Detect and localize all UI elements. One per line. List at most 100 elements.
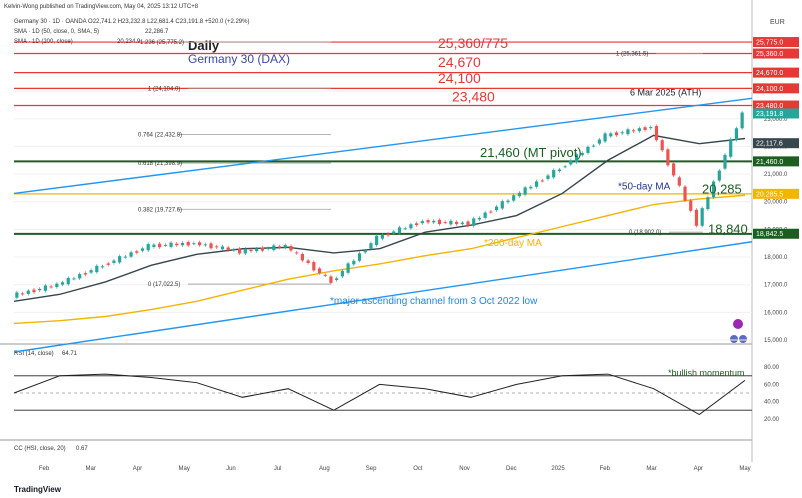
currency-label: EUR <box>770 19 785 26</box>
candle-body <box>569 160 573 165</box>
month-tick-label: Oct <box>413 466 423 472</box>
fib-label: 1 (25,361.5) <box>616 51 648 57</box>
candle-body <box>32 289 36 293</box>
sma50-value: 22,286.7 <box>145 29 169 35</box>
candle-body <box>175 243 179 246</box>
price-tag <box>753 48 799 59</box>
candle-body <box>203 244 207 246</box>
candle-body <box>323 274 327 276</box>
candle-body <box>483 212 487 218</box>
candle-body <box>146 244 150 251</box>
candle-body <box>66 277 70 285</box>
candle-body <box>295 252 299 254</box>
month-tick-label: Dec <box>506 466 517 472</box>
candle-body <box>563 166 567 168</box>
candle-body <box>26 290 30 294</box>
alert-icon[interactable] <box>733 319 743 329</box>
rsi-annotation: *bullish momentum <box>668 368 745 378</box>
candle-body <box>300 254 305 261</box>
rsi-tick-label: 20.00 <box>764 417 780 423</box>
fib-label: 0.764 (22,432.8) <box>138 132 182 138</box>
candle-body <box>158 243 162 248</box>
candle-body <box>580 152 584 156</box>
rsi-tick-label: 60.00 <box>764 382 780 388</box>
candle-body <box>43 285 48 291</box>
series-line-sma-200 <box>13 194 746 325</box>
candle-body <box>740 112 744 129</box>
annotation-r4: 23,480 <box>452 88 495 104</box>
candle-body <box>237 248 242 254</box>
month-tick-label: Aug <box>319 466 330 472</box>
candle-body <box>226 247 230 251</box>
event-icon[interactable] <box>730 335 738 343</box>
candle-body <box>220 246 225 250</box>
candle-body <box>72 278 76 280</box>
annotation-s2: 18,840 <box>708 222 748 237</box>
candle-body <box>700 208 704 226</box>
cc-value: 0.67 <box>76 446 88 452</box>
candle-body <box>426 220 430 223</box>
price-tick-label: 21,000.0 <box>764 172 788 178</box>
candle-body <box>683 186 687 201</box>
candle-body <box>283 245 287 248</box>
candle-body <box>266 248 270 250</box>
price-tag-label: 24,670.0 <box>756 70 783 77</box>
month-tick-label: Jun <box>226 466 236 472</box>
candle-body <box>637 128 641 132</box>
candle-body <box>540 180 544 182</box>
candle-body <box>574 154 579 163</box>
price-tag <box>753 138 799 149</box>
candle-body <box>375 235 379 246</box>
rsi-label: RSI (14, close) <box>14 351 54 357</box>
candle-body <box>632 130 636 132</box>
series-line-sma-50 <box>13 134 746 302</box>
price-tag-label: 18,842.5 <box>756 231 783 238</box>
candle-body <box>472 218 476 226</box>
candle-body <box>534 181 539 187</box>
candle-body <box>643 127 647 131</box>
month-tick-label: Sep <box>366 466 377 472</box>
candle-body <box>660 140 664 151</box>
candle-body <box>306 260 310 263</box>
candle-body <box>243 248 247 254</box>
candle-body <box>557 169 561 172</box>
candle-body <box>654 126 659 141</box>
candle-body <box>420 221 424 224</box>
fib-label: 1 (24,104.0) <box>148 86 180 92</box>
candle-body <box>609 133 613 137</box>
candle-body <box>38 288 42 291</box>
candle-body <box>477 217 482 220</box>
candle-body <box>198 242 202 246</box>
candle-body <box>140 248 145 251</box>
candle-body <box>129 252 133 257</box>
event-icon[interactable] <box>739 335 747 343</box>
candle-body <box>335 278 339 280</box>
candle-body <box>112 260 116 263</box>
candle-body <box>289 245 293 251</box>
month-tick-label: Feb <box>600 466 611 472</box>
price-tag-label: 24,100.0 <box>756 86 783 93</box>
price-tick-label: 20,000.0 <box>764 200 788 206</box>
candle-body <box>392 231 396 234</box>
candle-body <box>180 242 185 246</box>
fib-label: 0 (17,022.5) <box>148 282 180 288</box>
price-tag-label: 23,191.8 <box>756 111 783 118</box>
rsi-line <box>13 373 746 416</box>
candle-body <box>717 170 721 181</box>
price-tag-label: 22,117.6 <box>756 141 783 148</box>
candle-body <box>169 242 173 247</box>
candle-body <box>152 244 156 247</box>
candle-body <box>666 149 670 166</box>
candle-body <box>397 227 402 234</box>
price-tag-label: 21,460.0 <box>756 159 783 166</box>
instrument-label: Germany 30 (DAX) <box>188 52 290 66</box>
cc-label: CC (HSI, close, 20) <box>14 446 66 452</box>
candle-body <box>363 250 367 253</box>
candle-body <box>369 243 373 249</box>
footer-brand: TradingView <box>14 485 62 494</box>
candle-body <box>272 245 276 250</box>
candle-body <box>89 270 93 273</box>
candle-body <box>500 201 504 209</box>
candle-body <box>711 181 716 198</box>
candle-body <box>592 145 596 147</box>
